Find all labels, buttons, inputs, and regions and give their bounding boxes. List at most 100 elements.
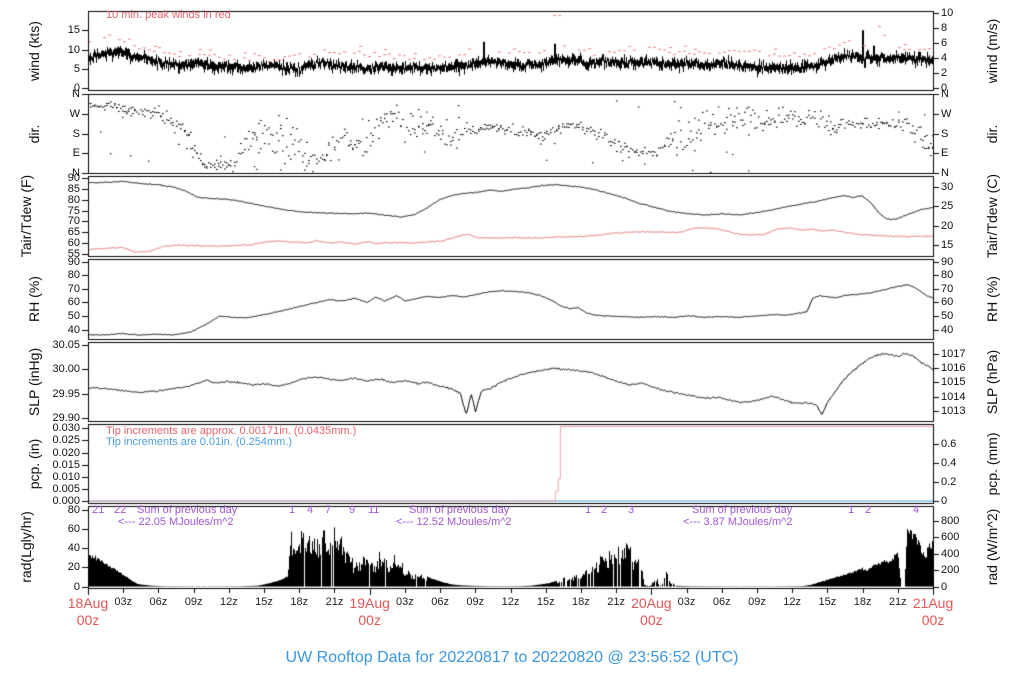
dir-right-tick: S: [941, 127, 949, 140]
rad-right-tick: 0: [941, 580, 948, 593]
slp-right-axis-title: SLP (hPa): [984, 349, 1000, 414]
wind-right-tick: 10: [941, 7, 954, 20]
wind-annotation: 10 min. peak winds in red: [106, 9, 231, 21]
x-major-date-label: 19Aug: [349, 595, 390, 611]
tair-right-tick: 25: [941, 200, 954, 213]
x-major-hour-label: 00z: [640, 612, 663, 628]
tair-left-tick: 60: [67, 237, 80, 250]
dir-right-axis-title: dir.: [984, 124, 1000, 143]
wind-right-tick: 6: [941, 37, 948, 50]
rh-right-tick: 40: [941, 323, 954, 336]
x-major-hour-label: 00z: [921, 612, 945, 628]
x-minor-hour-label: 21z: [607, 596, 625, 608]
rh-left-tick: 60: [67, 296, 80, 309]
rad-annotation: 2: [865, 504, 872, 516]
rh-left-tick: 40: [67, 323, 80, 336]
rh-right-tick: 80: [941, 269, 954, 282]
x-minor-hour-label: 03z: [677, 596, 696, 608]
dir-left-tick: N: [72, 167, 80, 179]
tair-left-tick: 85: [67, 182, 80, 195]
pcp-left-tick: 0.005: [52, 482, 80, 495]
x-minor-hour-label: 21z: [888, 596, 907, 608]
rh-right-tick: 60: [941, 296, 954, 309]
rad-left-tick: 80: [67, 503, 80, 516]
wind-left-tick: 5: [73, 62, 80, 75]
x-minor-hour-label: 03z: [114, 596, 133, 608]
pcp-right-tick: 0.4: [941, 456, 957, 469]
slp-left-tick: 30.00: [52, 363, 80, 376]
dir-right-tick: N: [941, 88, 949, 100]
dir-left-tick: N: [72, 88, 80, 100]
rad-annotation: Sum of previous day: [137, 504, 238, 516]
slp-left-axis-title: SLP (inHg): [26, 347, 42, 416]
tair-right-axis-title: Tair/Tdew (C): [984, 173, 1000, 259]
x-minor-hour-label: 03z: [396, 596, 414, 608]
wind-right-tick: 4: [941, 52, 948, 65]
rad-left-tick: 0: [73, 580, 80, 593]
pcp-right-tick: 0: [941, 495, 948, 508]
dir-left-tick: S: [72, 127, 80, 140]
rad-annotation: Sum of previous day: [409, 504, 510, 516]
rh-left-axis-title: RH (%): [26, 276, 42, 322]
rad-annotation: 22: [114, 504, 127, 516]
rh-right-tick: 50: [941, 309, 954, 322]
tair-left-tick: 75: [67, 204, 80, 217]
x-minor-hour-label: 18z: [290, 596, 309, 608]
wind-left-tick: 10: [67, 43, 80, 56]
slp-right-tick: 1015: [941, 376, 966, 389]
x-major-date-label: 21Aug: [912, 595, 954, 611]
rad-annotation: 2: [601, 504, 608, 516]
x-minor-hour-label: 06z: [431, 596, 449, 608]
x-minor-hour-label: 15z: [818, 596, 837, 608]
rad-right-tick: 600: [941, 531, 960, 544]
rad-annotation: <--- 22.05 MJoules/m^2: [118, 516, 234, 528]
rad-annotation: 4: [307, 504, 314, 516]
x-minor-hour-label: 09z: [466, 596, 485, 608]
rad-annotation: <--- 12.52 MJoules/m^2: [396, 516, 512, 528]
wind-left-axis-title: wind (kts): [26, 20, 42, 81]
rad-annotation: 21: [92, 504, 105, 516]
pcp-right-axis-title: pcp. (mm): [984, 432, 1000, 495]
x-minor-hour-label: 12z: [501, 596, 520, 608]
slp-right-tick: 1013: [941, 404, 966, 417]
x-minor-hour-label: 12z: [219, 596, 238, 608]
wind-left-tick: 0: [73, 82, 80, 95]
rad-annotation: 1: [289, 504, 296, 516]
pcp-left-tick: 0.000: [52, 495, 80, 508]
rad-annotation: Sum of previous day: [692, 504, 793, 516]
wind-right-tick: 8: [941, 22, 948, 35]
rad-right-axis-title: rad (W/m^2): [984, 508, 1000, 586]
rad-annotation: 9: [349, 504, 356, 516]
rh-left-tick: 70: [67, 282, 80, 295]
x-minor-hour-label: 15z: [536, 596, 555, 608]
tair-right-tick: 20: [941, 219, 954, 232]
rad-annotation: 1: [848, 504, 855, 516]
pcp-left-tick: 0.025: [52, 434, 80, 447]
tair-left-tick: 70: [67, 215, 80, 228]
tair-left-tick: 80: [67, 193, 80, 206]
wind-right-tick: 0: [941, 82, 948, 95]
dir-right-tick: W: [941, 107, 952, 120]
dir-left-tick: E: [72, 147, 80, 160]
x-minor-hour-label: 18z: [853, 596, 872, 608]
dir-right-tick: N: [941, 167, 949, 179]
rad-annotation: 3: [628, 504, 635, 516]
x-minor-hour-label: 15z: [255, 596, 273, 608]
pcp-left-axis-title: pcp. (in): [26, 438, 42, 489]
rad-right-tick: 800: [941, 514, 960, 527]
pcp-right-tick: 0.6: [941, 437, 957, 450]
wind-left-tick: 15: [67, 24, 80, 37]
tair-left-tick: 65: [67, 226, 80, 239]
tair-right-tick: 15: [941, 239, 954, 252]
slp-left-tick: 29.90: [52, 411, 80, 424]
slp-left-tick: 29.95: [52, 387, 80, 400]
x-minor-hour-label: 12z: [783, 596, 802, 608]
dir-left-tick: W: [69, 107, 80, 120]
rad-annotation: 4: [913, 504, 920, 516]
rad-right-tick: 400: [941, 547, 960, 560]
x-minor-hour-label: 09z: [748, 596, 766, 608]
x-major-hour-label: 00z: [76, 612, 100, 628]
rad-left-tick: 20: [67, 561, 80, 574]
tair-right-tick: 30: [941, 180, 954, 193]
